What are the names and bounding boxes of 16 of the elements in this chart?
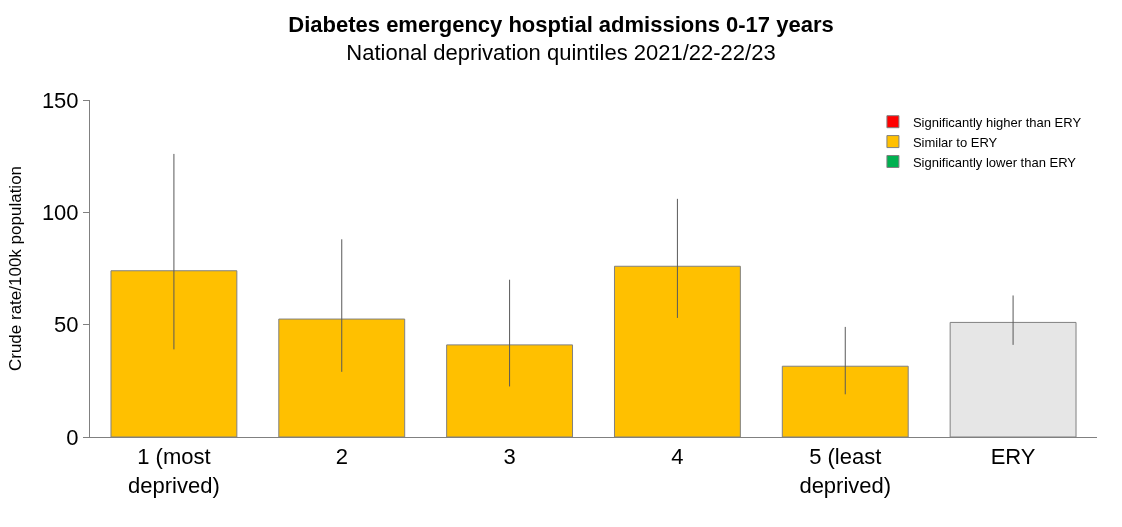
y-tick-label: 50 (54, 312, 79, 338)
y-tick-label: 0 (66, 424, 79, 450)
y-tick-label: 100 (41, 200, 79, 226)
y-axis-title: Crude rate/100k population (6, 165, 26, 372)
legend-label: Similar to ERY (912, 134, 998, 150)
x-tick-label: ERY (990, 444, 1036, 470)
x-tick-label: 5 (least deprived) (799, 444, 892, 498)
legend-label: Significantly lower than ERY (912, 154, 1077, 170)
legend-label: Significantly higher than ERY (912, 114, 1082, 130)
x-tick-label: 3 (503, 444, 516, 470)
y-tick-label: 150 (41, 87, 79, 113)
x-tick-label: 1 (most deprived) (128, 444, 220, 498)
chart-subtitle: National deprivation quintiles 2021/22-22/23 (346, 40, 776, 66)
chart-title: Diabetes emergency hosptial admissions 0-17 years (288, 11, 834, 37)
x-tick-label: 2 (335, 444, 348, 470)
x-tick-label: 4 (671, 444, 684, 470)
